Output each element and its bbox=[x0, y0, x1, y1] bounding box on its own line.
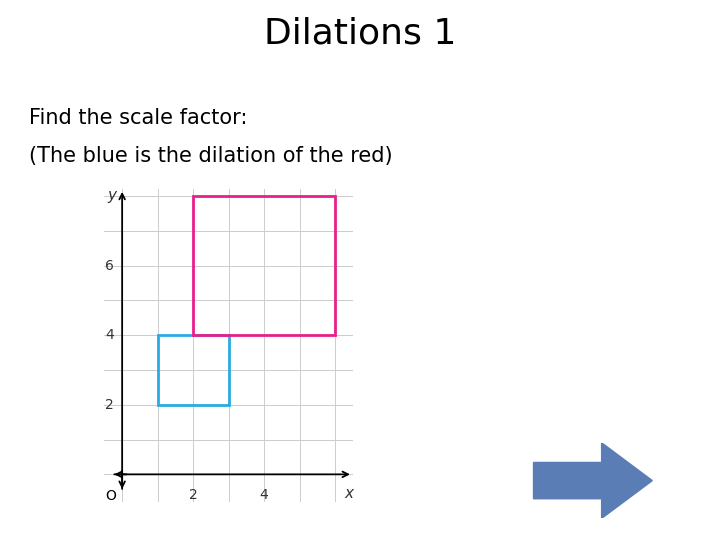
Text: Find the scale factor:: Find the scale factor: bbox=[29, 108, 247, 128]
Text: (The blue is the dilation of the red): (The blue is the dilation of the red) bbox=[29, 146, 392, 166]
Text: Dilations 1: Dilations 1 bbox=[264, 16, 456, 50]
Text: 2: 2 bbox=[189, 488, 197, 502]
Bar bbox=[193, 196, 335, 335]
Bar bbox=[158, 335, 229, 405]
Text: 6: 6 bbox=[105, 259, 114, 273]
Text: O: O bbox=[105, 489, 116, 503]
Text: 2: 2 bbox=[105, 398, 114, 412]
Text: y: y bbox=[108, 188, 117, 204]
Text: 4: 4 bbox=[105, 328, 114, 342]
Text: x: x bbox=[345, 486, 354, 501]
Text: 4: 4 bbox=[260, 488, 269, 502]
FancyArrow shape bbox=[534, 443, 652, 518]
